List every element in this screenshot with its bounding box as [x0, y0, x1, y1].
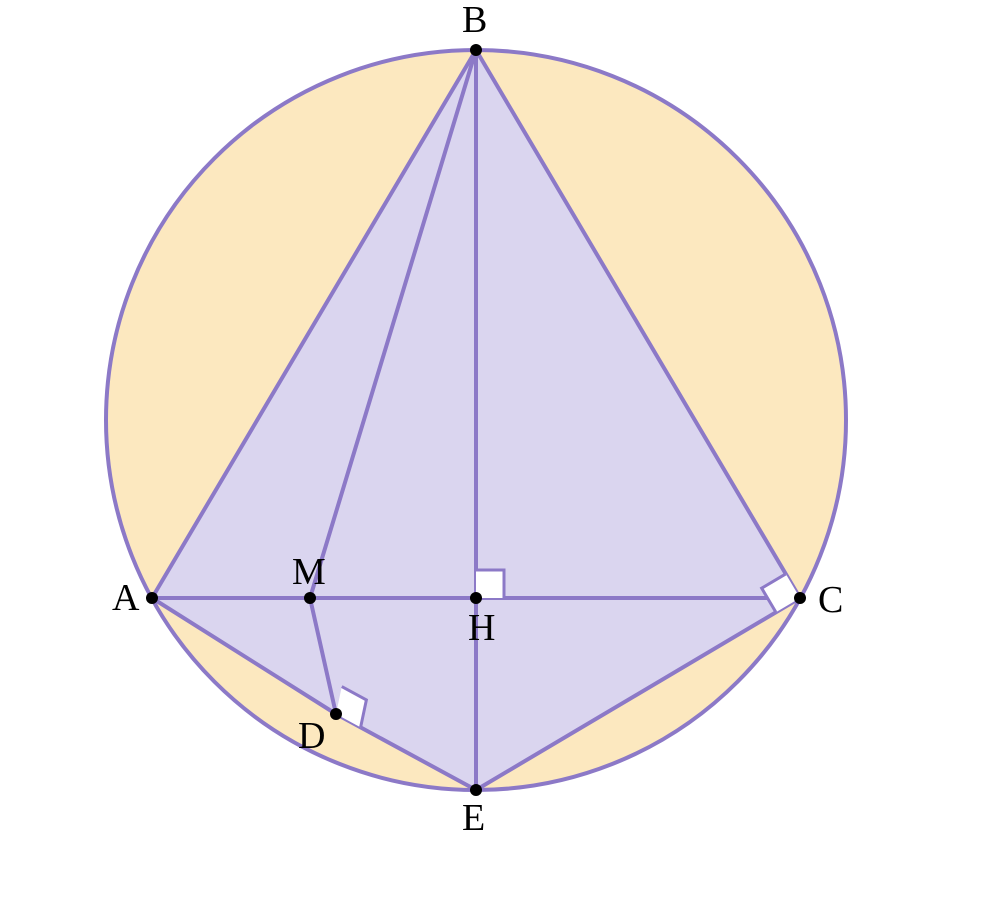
- label-M: M: [292, 551, 326, 593]
- point-E: [470, 784, 482, 796]
- point-B: [470, 44, 482, 56]
- point-D: [330, 708, 342, 720]
- label-B: B: [462, 0, 487, 41]
- point-M: [304, 592, 316, 604]
- point-H: [470, 592, 482, 604]
- point-C: [794, 592, 806, 604]
- label-C: C: [818, 579, 843, 621]
- label-H: H: [468, 607, 495, 649]
- geometry-diagram: A B C D E H M: [0, 0, 1000, 900]
- point-A: [146, 592, 158, 604]
- label-D: D: [298, 715, 325, 757]
- label-A: A: [112, 577, 140, 619]
- label-E: E: [462, 797, 485, 839]
